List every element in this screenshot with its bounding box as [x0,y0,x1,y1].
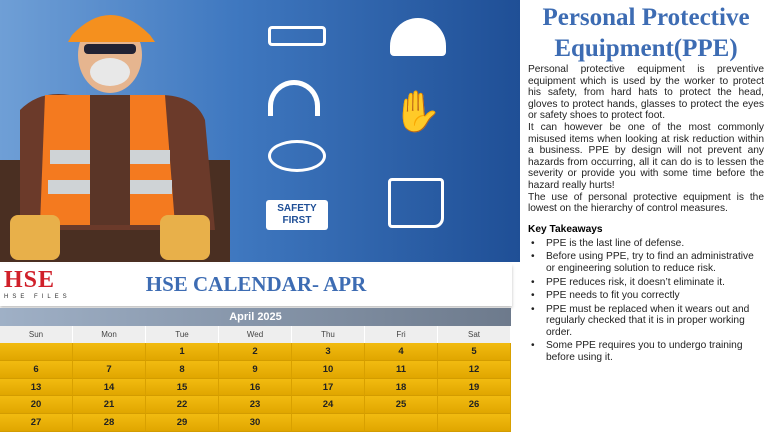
calendar-day [73,343,146,361]
calendar-day: 28 [73,414,146,432]
calendar-day: 4 [365,343,438,361]
article-title: Personal Protective Equipment(PPE) [542,4,750,62]
calendar-day: 11 [365,360,438,379]
calendar-day: 21 [73,396,146,415]
calendar-day: 22 [146,396,219,415]
calendar-day: 24 [292,396,365,415]
calendar-day: 6 [0,360,73,379]
calendar-day: 27 [0,414,73,432]
respirator-mask-icon [268,140,326,172]
logo-subtext: HSE FILES [4,294,71,300]
calendar-day: 30 [219,414,292,432]
calendar-day: 25 [365,396,438,415]
calendar-day: 12 [438,360,511,379]
calendar-day [438,414,511,432]
key-takeaways-heading: Key Takeaways [528,223,603,235]
calendar-header: HSE HSE FILES HSE CALENDAR- APR [0,264,512,306]
weekday-header: Sun [0,326,73,343]
calendar-day: 15 [146,378,219,397]
weekday-header: Mon [73,326,146,343]
calendar-day [292,414,365,432]
article-paragraph: The use of personal protective equipment… [528,191,764,215]
calendar-day [0,343,73,361]
calendar-month: April 2025 [0,308,511,326]
calendar-day: 1 [146,343,219,361]
key-takeaways-list: PPE is the last line of defense. Before … [528,238,764,364]
calendar-day: 3 [292,343,365,361]
calendar-day: 16 [219,378,292,397]
safety-boot-icon [388,178,444,228]
calendar-day: 9 [219,360,292,379]
logo-text: HSE [4,267,56,293]
calendar-day: 17 [292,378,365,397]
calendar-title: HSE CALENDAR- APR [145,272,367,296]
calendar-day: 26 [438,396,511,415]
worker-illustration [0,15,230,262]
ear-muffs-icon [268,80,320,116]
calendar-day: 20 [0,396,73,415]
list-item: PPE must be replaced when it wears out a… [528,304,764,339]
hard-hat-icon [390,18,446,56]
article-paragraph: Personal protective equipment is prevent… [528,64,764,122]
weekday-header: Sat [438,326,511,343]
weekday-header: Wed [219,326,292,343]
calendar-day: 5 [438,343,511,361]
calendar-day: 7 [73,360,146,379]
safety-first-sign: SAFETY FIRST [266,200,328,230]
calendar-day: 23 [219,396,292,415]
ppe-hero-image: ✋ SAFETY FIRST [0,0,520,262]
calendar-day: 19 [438,378,511,397]
calendar-day: 29 [146,414,219,432]
article-paragraph: It can however be one of the most common… [528,121,764,191]
calendar-day: 8 [146,360,219,379]
calendar-day [365,414,438,432]
calendar-day: 13 [0,378,73,397]
calendar-day: 18 [365,378,438,397]
safety-glasses-icon [268,26,326,46]
list-item: PPE needs to fit you correctly [528,290,764,302]
hse-files-logo: HSE HSE FILES [4,267,74,303]
ppe-article: Personal Protective Equipment(PPE) Perso… [522,0,768,432]
list-item: Some PPE requires you to undergo trainin… [528,340,764,363]
list-item: PPE is the last line of defense. [528,238,764,250]
calendar-day: 2 [219,343,292,361]
calendar-day: 14 [73,378,146,397]
list-item: PPE reduces risk, it doesn’t eliminate i… [528,277,764,289]
weekday-header: Fri [365,326,438,343]
list-item: Before using PPE, try to find an adminis… [528,251,764,274]
weekday-header: Tue [146,326,219,343]
calendar-grid: Sun Mon Tue Wed Thu Fri Sat 1 2 3 4 5 6 7 8 9 10 11 12 13 14… [0,326,511,432]
weekday-header: Thu [292,326,365,343]
gloves-icon: ✋ [392,90,442,134]
calendar-day: 10 [292,360,365,379]
